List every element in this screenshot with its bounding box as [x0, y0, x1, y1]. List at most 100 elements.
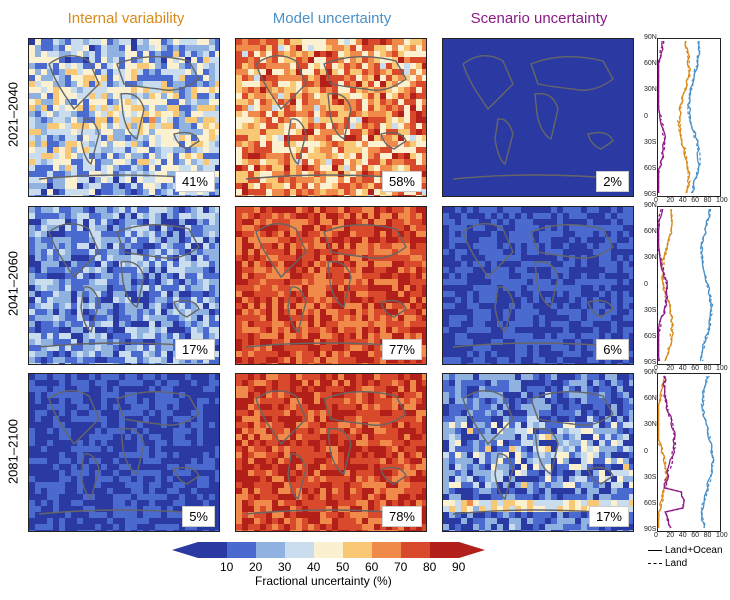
map-cell — [101, 345, 107, 351]
map-cell — [71, 267, 77, 273]
map-cell — [497, 63, 503, 69]
map-cell — [392, 273, 398, 279]
map-cell — [95, 177, 101, 183]
map-cell — [155, 105, 161, 111]
map-cell — [611, 219, 617, 225]
map-cell — [155, 315, 161, 321]
map-cell — [197, 225, 203, 231]
map-cell — [587, 279, 593, 285]
map-cell — [41, 87, 47, 93]
map-cell — [179, 315, 185, 321]
map-cell — [266, 69, 272, 75]
map-cell — [47, 159, 53, 165]
map-cell — [77, 291, 83, 297]
map-cell — [581, 249, 587, 255]
map-cell — [356, 357, 362, 363]
map-cell — [467, 315, 473, 321]
map-cell — [410, 129, 416, 135]
map-cell — [332, 81, 338, 87]
map-cell — [611, 297, 617, 303]
map-cell — [326, 81, 332, 87]
map-cell — [47, 99, 53, 105]
map-cell — [125, 315, 131, 321]
map-cell — [167, 141, 173, 147]
map-cell — [326, 333, 332, 339]
map-cell — [533, 231, 539, 237]
map-cell — [35, 117, 41, 123]
map-cell — [422, 51, 426, 57]
map-cell — [344, 39, 350, 45]
map-cell — [203, 39, 209, 45]
map-cell — [467, 177, 473, 183]
map-cell — [302, 291, 308, 297]
map-cell — [296, 291, 302, 297]
map-cell — [344, 285, 350, 291]
map-cell — [143, 291, 149, 297]
map-cell — [386, 39, 392, 45]
map-cell — [278, 297, 284, 303]
map-cell — [557, 165, 563, 171]
map-cell — [461, 273, 467, 279]
map-cell — [302, 243, 308, 249]
map-cell — [131, 363, 137, 364]
map-cell — [113, 117, 119, 123]
map-cell — [284, 339, 290, 345]
map-cell — [617, 57, 623, 63]
map-cell — [521, 225, 527, 231]
map-cell — [53, 123, 59, 129]
map-cell — [380, 165, 386, 171]
map-cell — [260, 51, 266, 57]
map-cell — [623, 243, 629, 249]
map-cell — [65, 93, 71, 99]
map-cell — [374, 165, 380, 171]
map-cell — [284, 237, 290, 243]
map-cell — [515, 315, 521, 321]
map-cell — [362, 363, 368, 364]
map-cell — [374, 147, 380, 153]
map-cell — [455, 213, 461, 219]
map-cell — [35, 81, 41, 87]
map-cell — [59, 147, 65, 153]
map-cell — [161, 333, 167, 339]
map-cell — [527, 255, 533, 261]
map-cell — [485, 237, 491, 243]
map-cell — [605, 81, 611, 87]
map-cell — [284, 309, 290, 315]
map-cell — [344, 111, 350, 117]
map-cell — [242, 327, 248, 333]
map-cell — [185, 195, 191, 196]
map-cell — [35, 189, 41, 195]
map-cell — [527, 69, 533, 75]
map-cell — [392, 327, 398, 333]
map-cell — [623, 267, 629, 273]
map-cell — [242, 243, 248, 249]
map-cell — [203, 243, 209, 249]
map-cell — [266, 39, 272, 45]
map-cell — [575, 105, 581, 111]
map-cell — [185, 141, 191, 147]
map-cell — [617, 123, 623, 129]
map-cell — [410, 87, 416, 93]
map-cell — [143, 153, 149, 159]
map-cell — [65, 105, 71, 111]
map-cell — [551, 183, 557, 189]
map-cell — [236, 339, 242, 345]
map-cell — [71, 285, 77, 291]
map-cell — [380, 297, 386, 303]
map-cell — [545, 141, 551, 147]
map-cell — [503, 57, 509, 63]
map-cell — [539, 99, 545, 105]
map-cell — [527, 87, 533, 93]
map-cell — [362, 321, 368, 327]
map-cell — [443, 189, 449, 195]
map-cell — [29, 87, 35, 93]
map-cell — [491, 249, 497, 255]
map-cell — [356, 69, 362, 75]
map-cell — [527, 51, 533, 57]
map-cell — [449, 213, 455, 219]
map-cell — [350, 87, 356, 93]
map-cell — [380, 333, 386, 339]
map-cell — [290, 147, 296, 153]
map-cell — [107, 309, 113, 315]
map-cell — [611, 231, 617, 237]
